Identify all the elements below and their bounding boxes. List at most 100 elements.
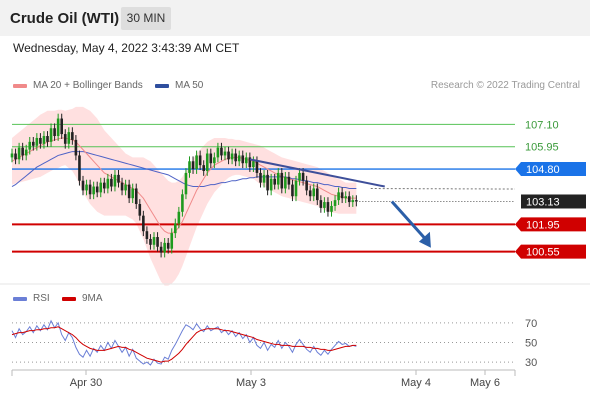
candle: [85, 179, 88, 196]
candle: [234, 148, 237, 167]
candle-body: [78, 155, 81, 181]
candle-body: [213, 157, 216, 164]
candle: [198, 150, 202, 171]
candle-body: [319, 200, 323, 208]
candle-body: [127, 184, 131, 199]
candle: [81, 175, 85, 196]
candle-body: [99, 182, 103, 193]
candle: [149, 234, 152, 250]
candle: [241, 150, 245, 169]
candle-body: [269, 178, 273, 191]
candle-body: [35, 137, 39, 146]
x-tick-label: Apr 30: [70, 377, 102, 389]
candle: [71, 127, 74, 145]
ma9-legend-label: 9MA: [82, 293, 103, 304]
candle: [95, 181, 99, 198]
rsi-legend-swatch: [13, 297, 27, 301]
ma50-legend-swatch: [155, 84, 169, 88]
candle-body: [39, 137, 42, 144]
candle: [323, 197, 326, 213]
candle: [74, 135, 78, 161]
candle: [276, 168, 280, 190]
candle: [113, 170, 117, 192]
candle: [21, 142, 24, 161]
last-price-label: 103.13: [526, 196, 560, 208]
candle-body: [14, 153, 17, 160]
candle-body: [163, 242, 166, 253]
candle: [60, 113, 63, 139]
trendline-extension: [370, 188, 516, 190]
instrument-title: Crude Oil (WTI): [10, 10, 120, 27]
candle-body: [71, 132, 74, 140]
candle: [305, 175, 308, 196]
candle-body: [305, 180, 308, 191]
ma9-legend-swatch: [62, 297, 76, 301]
candle: [32, 136, 35, 151]
candle-body: [248, 157, 252, 168]
rsi-tick-70: 70: [525, 318, 537, 330]
candle-body: [17, 147, 21, 160]
candle-body: [117, 174, 120, 183]
candle-body: [88, 184, 92, 195]
candle: [333, 195, 337, 211]
candle: [110, 173, 113, 192]
candle: [17, 142, 21, 165]
candle-body: [216, 147, 220, 158]
candle-body: [344, 196, 347, 199]
candle: [184, 168, 188, 200]
candle-body: [188, 161, 191, 173]
candle: [262, 170, 266, 188]
candle: [213, 152, 216, 169]
timestamp: Wednesday, May 4, 2022 3:43:39 AM CET: [13, 41, 240, 55]
candle: [142, 210, 145, 237]
candle: [312, 183, 316, 202]
candle: [67, 127, 71, 149]
candle-body: [340, 192, 344, 199]
candle-body: [195, 155, 198, 170]
candle-body: [259, 172, 262, 183]
candle: [230, 148, 234, 165]
candle-body: [92, 186, 95, 195]
candle: [188, 156, 191, 178]
candle-body: [351, 200, 355, 203]
candle-body: [287, 176, 291, 185]
candle: [195, 150, 198, 174]
candle-body: [241, 155, 245, 164]
projection-arrow-head: [418, 231, 431, 248]
candle-body: [56, 118, 60, 137]
candle: [351, 195, 355, 207]
candle: [39, 133, 42, 149]
candle: [152, 232, 156, 250]
candle-body: [106, 178, 110, 189]
candle: [99, 177, 103, 198]
candle-body: [53, 128, 56, 137]
candle-body: [149, 238, 152, 245]
level-label-104.80: 104.80: [526, 164, 560, 176]
candle-body: [223, 151, 227, 156]
level-tag-101.95: [515, 217, 586, 232]
candle-body: [262, 174, 266, 183]
rsi-tick-50: 50: [525, 337, 537, 349]
rsi-legend-label: RSI: [33, 293, 50, 304]
candle-body: [234, 153, 237, 162]
level-tag-100.55: [515, 244, 586, 259]
candle: [177, 206, 181, 229]
timeframe-badge[interactable]: 30 MIN: [121, 7, 171, 30]
candle-body: [113, 174, 117, 187]
candle-body: [220, 147, 223, 156]
candle: [294, 175, 298, 202]
candle-body: [237, 155, 241, 162]
candle: [63, 129, 67, 149]
candle-body: [227, 151, 230, 160]
candle-body: [202, 165, 205, 171]
candle-body: [301, 172, 305, 181]
projection-arrow-shaft: [390, 200, 430, 243]
ma20-legend-label: MA 20 + Bollinger Bands: [33, 80, 143, 91]
level-label-101.95: 101.95: [526, 219, 560, 231]
candle-body: [174, 223, 177, 234]
candle: [181, 189, 184, 217]
candle: [138, 199, 142, 221]
candle: [259, 168, 262, 188]
